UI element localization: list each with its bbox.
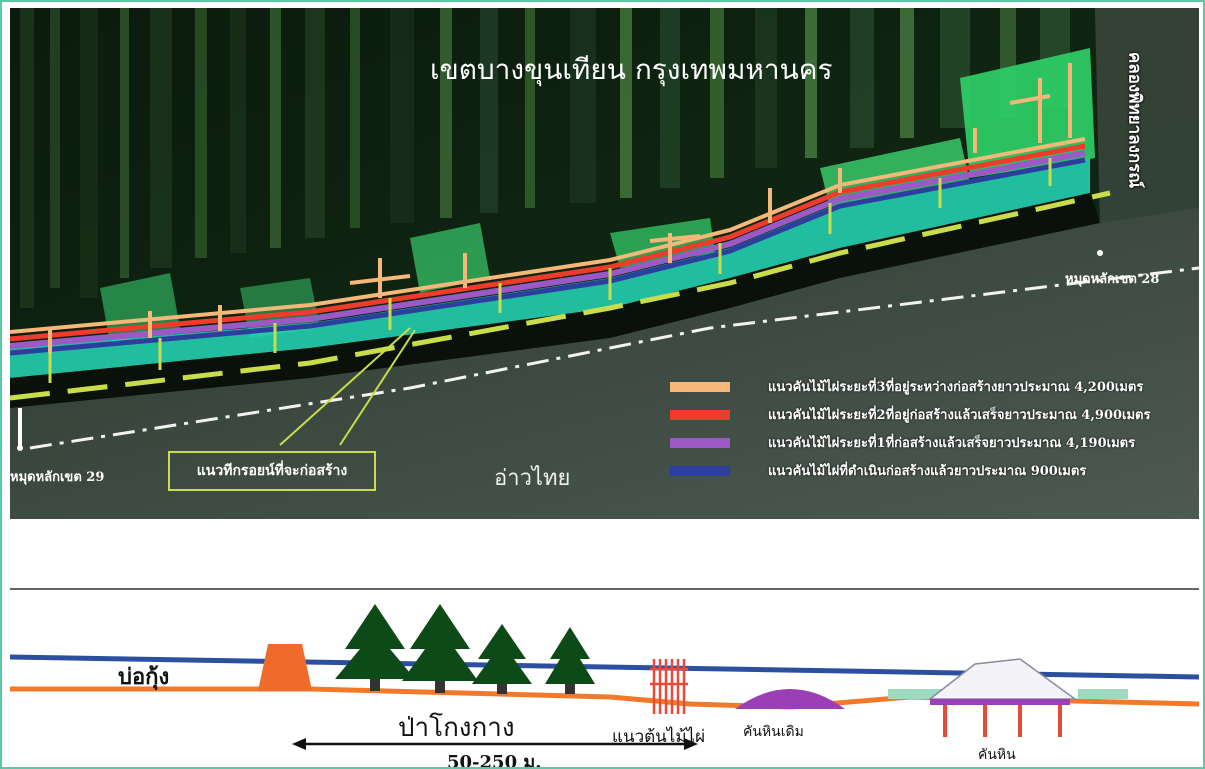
pointer-line-2 bbox=[339, 329, 416, 446]
field-stripes bbox=[20, 8, 1070, 308]
rock-dike-base-left bbox=[888, 689, 948, 699]
sea-area bbox=[10, 208, 1199, 519]
marker-28-post bbox=[1097, 250, 1103, 256]
rock-label: คันหิน bbox=[978, 747, 1016, 763]
marker-29-post bbox=[18, 408, 22, 446]
spur-lines bbox=[48, 63, 1072, 353]
sea-label: อ่าวไทย bbox=[494, 466, 571, 491]
mangrove-label: ป่าโกงกาง bbox=[398, 713, 515, 743]
pond-dike bbox=[258, 644, 312, 691]
legend-label: แนวคันไม้ไผ่ที่ดำเนินก่อสร้างแล้วยาวประม… bbox=[768, 464, 1087, 479]
canal-label: คลองพิทยาลงกรณ์ bbox=[1124, 51, 1145, 189]
cross-section-panel: บ่อกุ้ง ป่าโกงกาง แนวต้นไม้ไผ่ คันหินเดิ… bbox=[10, 519, 1199, 767]
distance-label: 50-250 ม. bbox=[447, 752, 542, 769]
mangrove-trees bbox=[335, 604, 595, 694]
bamboo-label: แนวต้นไม้ไผ่ bbox=[612, 727, 706, 747]
old-rock-label: คันหินเดิม bbox=[743, 724, 804, 740]
planned-breakwater-line bbox=[10, 190, 1111, 401]
legend-swatch bbox=[670, 438, 730, 448]
breakwater-label: แนวทีกรอยน์ที่จะก่อสร้าง bbox=[168, 451, 376, 491]
legend-label: แนวคันไม้ไผ่ระยะที่3ที่อยู่ระหว่างก่อสร้… bbox=[768, 380, 1144, 395]
marker-28-label: หมุดหลักเขต 28 bbox=[1065, 272, 1160, 287]
legend-swatch bbox=[670, 466, 730, 476]
pointer-line-1 bbox=[279, 327, 411, 446]
pond-label: บ่อกุ้ง bbox=[118, 664, 170, 690]
legend-label: แนวคันไม้ไผ่ระยะที่2ที่อยู่ก่อสร้างแล้วเ… bbox=[768, 408, 1151, 423]
rock-dike-mound bbox=[927, 658, 1078, 700]
boundary-line bbox=[29, 266, 1199, 450]
rock-dike-base-right bbox=[1078, 689, 1128, 699]
satellite-map bbox=[10, 8, 1199, 519]
old-rock-mound bbox=[735, 689, 845, 709]
legend-label: แนวคันไม้ไผ่ระยะที่1ที่ก่อสร้างแล้วเสร็จ… bbox=[768, 436, 1136, 451]
marker-29-label: หมุดหลักเขต 29 bbox=[10, 470, 105, 485]
cross-section-diagram bbox=[10, 588, 1199, 750]
rock-dike-cap bbox=[930, 699, 1070, 705]
line-phase-900m bbox=[10, 157, 1086, 356]
map-title: เขตบางขุนเทียน กรุงเทพมหานคร bbox=[430, 53, 833, 86]
bamboo-stakes bbox=[650, 659, 688, 714]
map-panel: เขตบางขุนเทียน กรุงเทพมหานคร คลองพิทยาลง… bbox=[10, 8, 1199, 519]
legend-swatch bbox=[670, 382, 730, 392]
groin-lines bbox=[48, 158, 1052, 383]
rock-dike-piles bbox=[943, 705, 1062, 737]
legend-swatch bbox=[670, 410, 730, 420]
